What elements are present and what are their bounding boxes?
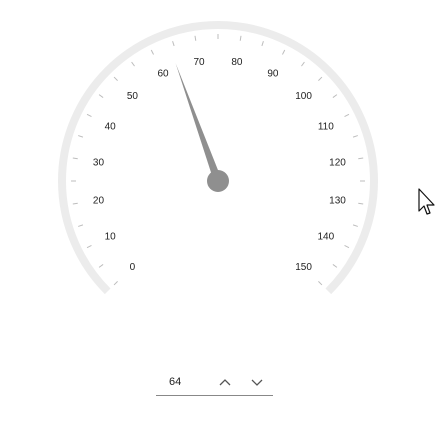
gauge-label: 130 <box>329 195 346 206</box>
minor-tick <box>332 94 338 98</box>
increment-button[interactable] <box>215 373 235 391</box>
needle-cap <box>207 170 229 192</box>
gauge-label: 140 <box>317 231 334 242</box>
gauge-label: 70 <box>194 57 206 68</box>
gauge-label: 150 <box>295 262 312 273</box>
minor-tick <box>131 61 135 67</box>
minor-tick <box>172 41 175 47</box>
minor-tick <box>98 94 104 98</box>
gauge-label: 50 <box>127 91 139 102</box>
chevron-up-icon <box>219 379 231 386</box>
major-tick <box>72 202 78 205</box>
minor-tick <box>352 224 358 227</box>
chevron-down-icon <box>251 379 263 386</box>
value-stepper[interactable]: 64 <box>156 369 273 396</box>
minor-tick <box>98 264 104 268</box>
major-tick <box>150 49 154 55</box>
major-tick <box>113 281 118 286</box>
major-tick <box>318 76 323 81</box>
minor-tick <box>301 61 305 67</box>
major-tick <box>358 202 364 205</box>
gauge-label: 0 <box>130 262 136 273</box>
gauge-label: 120 <box>329 158 346 169</box>
major-tick <box>239 35 242 41</box>
minor-tick <box>352 135 358 138</box>
major-tick <box>72 157 78 160</box>
decrement-button[interactable] <box>247 373 267 391</box>
minor-tick <box>261 41 264 47</box>
minor-tick <box>78 135 84 138</box>
major-tick <box>344 113 350 117</box>
gauge-label: 20 <box>93 195 105 206</box>
minor-tick <box>78 224 84 227</box>
gauge-track <box>58 21 378 295</box>
gauge-needle <box>175 63 222 183</box>
major-tick <box>344 245 350 249</box>
major-tick <box>113 76 118 81</box>
stepper-value[interactable]: 64 <box>169 376 182 388</box>
major-tick <box>282 49 286 55</box>
major-tick <box>86 245 92 249</box>
major-tick <box>86 113 92 117</box>
gauge-label: 90 <box>267 69 279 80</box>
gauge-label: 10 <box>105 231 117 242</box>
gauge-label: 110 <box>318 122 334 133</box>
gauge-label: 30 <box>93 158 105 169</box>
mouse-pointer-icon <box>417 187 436 217</box>
major-tick <box>318 281 323 286</box>
gauge-label: 60 <box>158 69 170 80</box>
major-tick <box>194 35 197 41</box>
minor-tick <box>332 264 338 268</box>
gauge-label: 80 <box>231 57 243 68</box>
major-tick <box>358 157 364 160</box>
gauge-label: 40 <box>105 122 117 133</box>
gauge-label: 100 <box>295 91 312 102</box>
